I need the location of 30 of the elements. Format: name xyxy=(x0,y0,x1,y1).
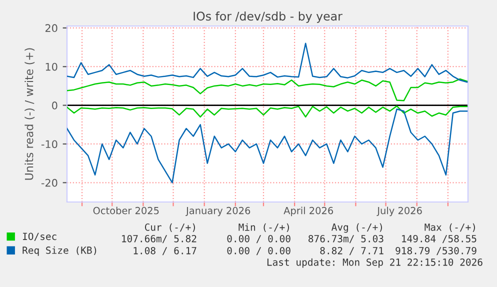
x-tick-label: April 2026 xyxy=(284,206,334,216)
chart-title: IOs for /dev/sdb - by year xyxy=(194,11,342,23)
y-tick-label: -10 xyxy=(41,140,58,148)
text: 1.08 / 6.17 xyxy=(134,246,196,256)
text: 149.84 /58.55 xyxy=(402,234,476,244)
text: Last update: Mon Sep 21 22:15:10 2026 xyxy=(267,258,482,268)
line-series xyxy=(67,108,468,184)
y-tick-label: 10 xyxy=(46,62,58,71)
text: Max (-/+) xyxy=(424,223,475,232)
legend-label: Req Size (KB) xyxy=(22,246,96,256)
y-tick-label: 0 xyxy=(52,102,58,110)
text: 0.00 / 0.00 xyxy=(227,246,290,256)
x-tick-label: January 2026 xyxy=(186,206,250,216)
text: 107.66m/ 5.82 xyxy=(122,234,196,244)
x-tick-label: July 2026 xyxy=(376,206,422,216)
y-tick-label: 20 xyxy=(45,24,58,32)
text: 8.82 / 7.71 xyxy=(320,246,384,256)
y-tick-label: -20 xyxy=(41,178,58,187)
text: 0.00 / 0.00 xyxy=(227,234,290,244)
line-series xyxy=(67,105,468,118)
legend-label: IO/sec xyxy=(22,232,56,241)
text: Cur (-/+) xyxy=(144,223,195,232)
text: 918.79 /530.79 xyxy=(396,246,476,256)
line-series xyxy=(67,42,468,83)
text: 876.73m/ 5.03 xyxy=(308,234,384,244)
y-axis-title: Units read (-) / write (+) xyxy=(24,48,35,180)
x-tick-label: October 2025 xyxy=(93,206,159,214)
text: Min (-/+) xyxy=(238,223,289,232)
line-series xyxy=(67,78,468,102)
text: Avg (-/+) xyxy=(332,223,382,233)
